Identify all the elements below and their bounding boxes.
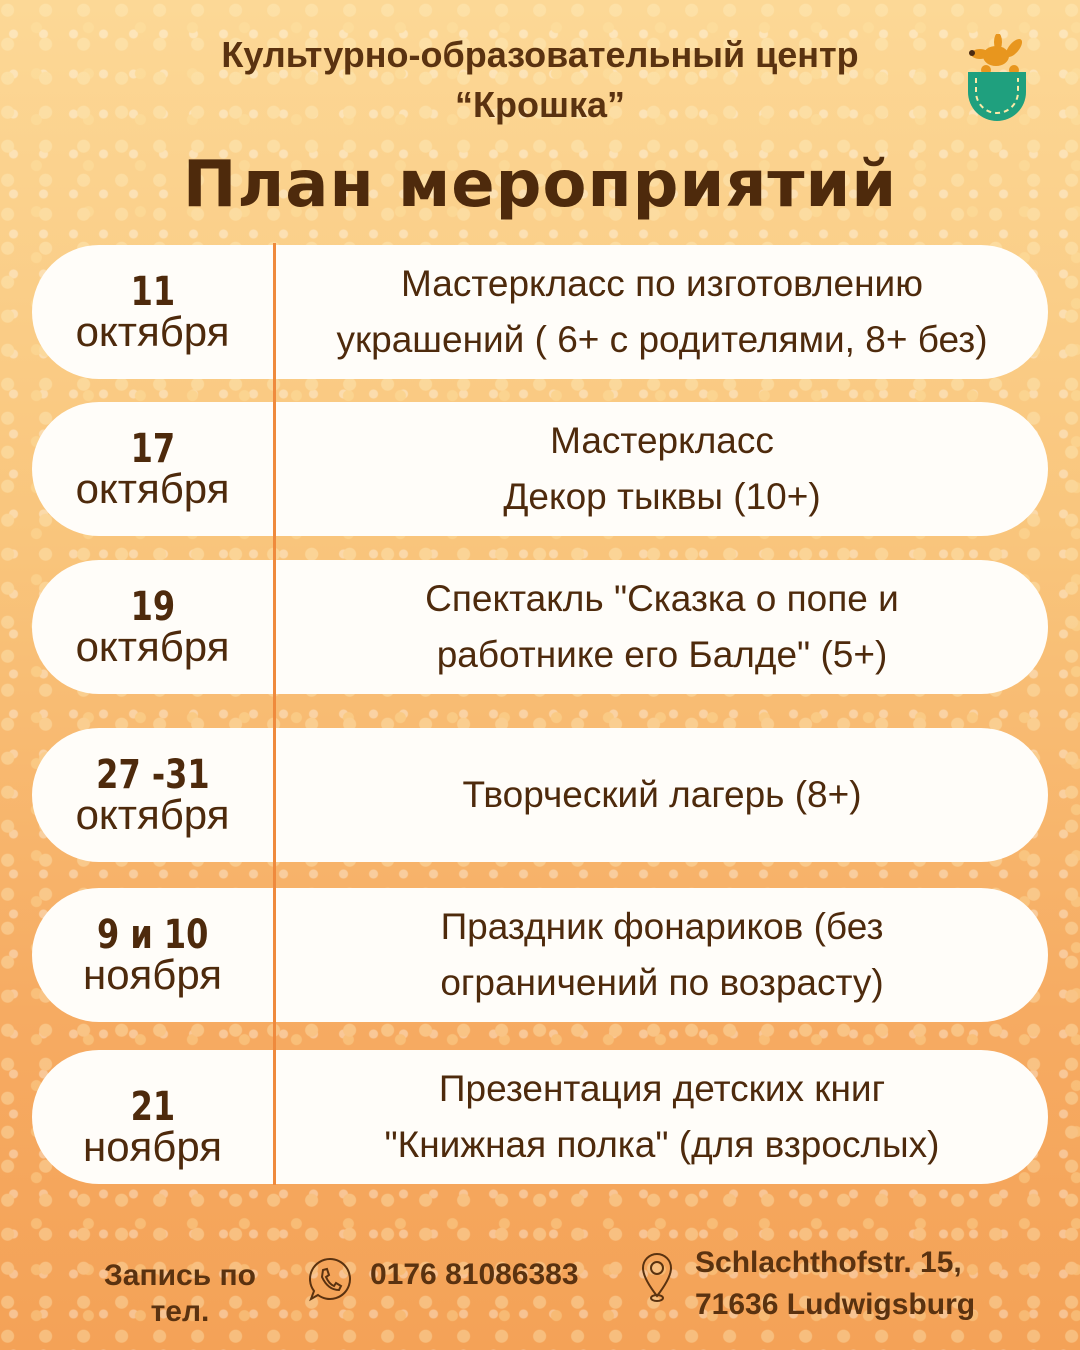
event-description: Праздник фонариков (без ограничений по во…: [276, 888, 1048, 1022]
signup-line-2: тел.: [150, 1295, 210, 1328]
event-month: ноября: [83, 951, 222, 998]
event-date: 9 и 10 ноября: [32, 888, 273, 1022]
event-day: 11: [130, 269, 175, 315]
event-date: 21 ноября: [32, 1050, 273, 1184]
event-description: Спектакль "Сказка о попе и работнике его …: [276, 560, 1048, 694]
event-line-2: "Книжная полка" (для взрослых): [384, 1124, 940, 1165]
event-line-2: работнике его Балде" (5+): [436, 634, 888, 675]
event-line-1: Спектакль "Сказка о попе и: [425, 578, 899, 619]
event-day: 17: [130, 426, 175, 472]
page-title: План мероприятий: [182, 148, 898, 222]
event-month: октября: [75, 465, 230, 512]
event-line-2: украшений ( 6+ с родителями, 8+ без): [336, 319, 988, 360]
event-day: 9 и 10: [96, 912, 209, 958]
phone-number[interactable]: 0176 81086383: [370, 1258, 579, 1291]
address: Schlachthofstr. 15, 71636 Ludwigsburg: [695, 1242, 975, 1326]
org-line-2: “Крошка”: [455, 84, 625, 125]
org-line-1: Культурно-образовательный центр: [221, 34, 859, 75]
divider-line: [273, 243, 276, 1185]
map-pin-icon: [641, 1252, 673, 1302]
event-row: 27 -31 октября Творческий лагерь (8+): [32, 728, 1048, 862]
event-date: 27 -31 октября: [32, 728, 273, 862]
event-description: Творческий лагерь (8+): [276, 728, 1048, 862]
event-day: 27 -31: [95, 752, 210, 798]
event-month: октября: [75, 623, 230, 670]
event-line-1: Мастеркласс по изготовлению: [401, 263, 923, 304]
signup-label: Запись по тел.: [100, 1258, 260, 1330]
event-line-1: Презентация детских книг: [438, 1068, 886, 1109]
event-line-1: Праздник фонариков (без: [440, 906, 884, 947]
event-line-1: Творческий лагерь (8+): [462, 774, 862, 815]
event-line-1: Мастеркласс: [550, 420, 774, 461]
event-line-2: Декор тыквы (10+): [503, 476, 821, 517]
event-row: 21 ноября Презентация детских книг "Книжна…: [32, 1050, 1048, 1184]
event-date: 17 октября: [32, 402, 273, 536]
event-date: 11 октября: [32, 245, 273, 379]
kangaroo-in-pocket-logo: [968, 34, 1026, 121]
event-line-2: ограничений по возрасту): [440, 962, 884, 1003]
event-row: 11 октября Мастеркласс по изготовлению укр…: [32, 245, 1048, 379]
address-line-2: 71636 Ludwigsburg: [695, 1288, 976, 1321]
event-month: октября: [75, 308, 230, 355]
event-date: 19 октября: [32, 560, 273, 694]
organization-name: Культурно-образовательный центр “Крошка”: [0, 30, 1080, 130]
event-day: 21: [130, 1084, 175, 1130]
event-month: октября: [75, 791, 230, 838]
event-description: Мастеркласс Декор тыквы (10+): [276, 402, 1048, 536]
event-day: 19: [130, 584, 175, 630]
event-row: 17 октября Мастеркласс Декор тыквы (10+): [32, 402, 1048, 536]
signup-line-1: Запись по: [104, 1259, 256, 1292]
address-line-1: Schlachthofstr. 15,: [695, 1246, 962, 1279]
event-description: Презентация детских книг "Книжная полка" …: [276, 1050, 1048, 1184]
event-month: ноября: [83, 1123, 222, 1170]
event-row: 9 и 10 ноября Праздник фонариков (без огра…: [32, 888, 1048, 1022]
event-description: Мастеркласс по изготовлению украшений ( 6…: [276, 245, 1048, 379]
whatsapp-phone-icon: [309, 1257, 351, 1302]
event-row: 19 октября Спектакль "Сказка о попе и рабо…: [32, 560, 1048, 694]
